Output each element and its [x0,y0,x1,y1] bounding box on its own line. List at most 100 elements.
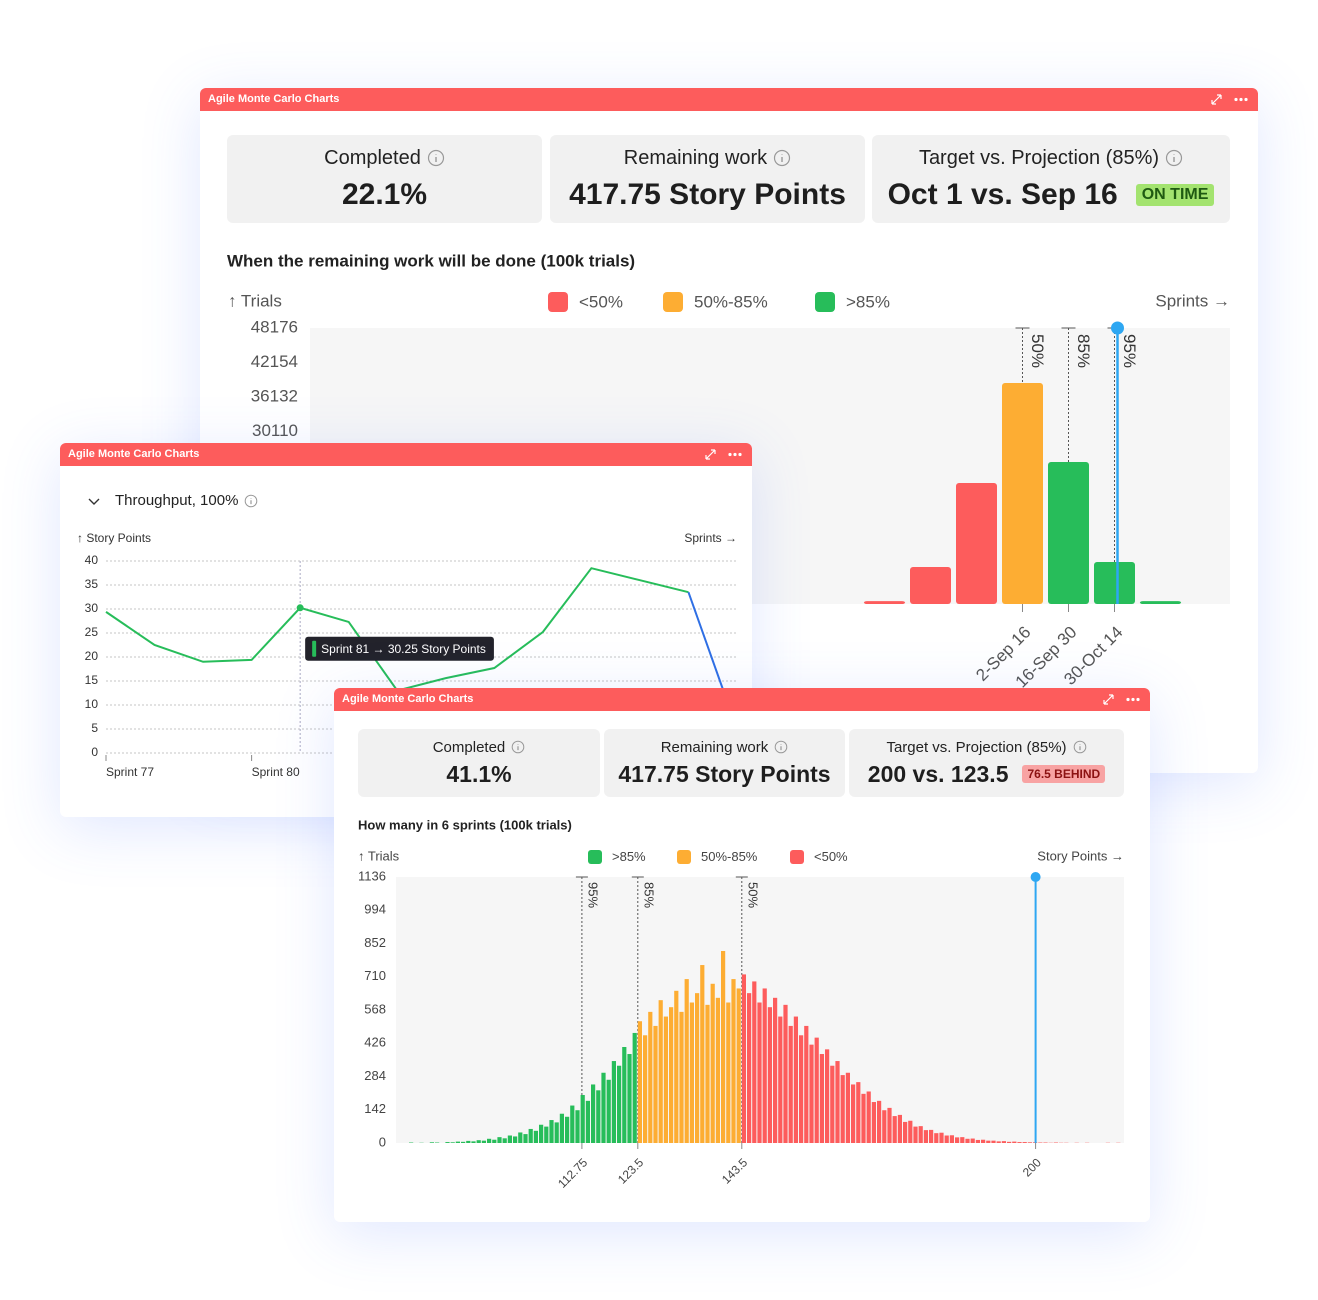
histogram-bar [643,1035,648,1143]
y-tick-label: 568 [364,1001,386,1016]
histogram-bar [949,1135,954,1143]
info-icon[interactable] [511,740,525,754]
histogram-bar [882,1110,887,1143]
section-header[interactable]: Throughput, 100% [87,492,258,509]
histogram-bar [658,1000,663,1143]
legend-label: 50%-85% [694,292,768,311]
histogram-bar [788,1025,793,1143]
histogram-bar [455,1141,460,1143]
bar [1002,382,1043,604]
histogram-bar [726,1002,731,1143]
histogram-bar [575,1110,580,1143]
y-tick-label: 48176 [251,317,298,336]
histogram-bar [570,1105,575,1143]
bar [864,601,905,604]
legend-swatch [663,292,683,312]
histogram-bar [861,1093,866,1143]
histogram-bar [955,1137,960,1143]
window-icons[interactable] [1102,693,1142,706]
legend-swatch [815,292,835,312]
histogram-bar [549,1120,554,1143]
histogram-bar [471,1141,476,1143]
legend-label: <50% [579,292,623,311]
histogram-bar [513,1136,518,1143]
kpi-label: Remaining work [660,738,769,756]
x-axis-label: Sprints → [1155,291,1230,310]
histogram-bar [799,1035,804,1143]
x-axis-label: Story Points → [1037,848,1124,863]
histogram-bar [845,1072,850,1143]
histogram-bar [877,1100,882,1143]
histogram-bar [429,1142,434,1143]
histogram-bar [481,1140,486,1143]
y-tick-label: 15 [85,673,99,687]
kpi-label: Completed [324,146,421,169]
histogram-bar [830,1065,835,1143]
window-icons[interactable] [1210,93,1250,106]
percentile-label: 95% [585,882,600,908]
section-title: Throughput, 100% [115,492,239,509]
info-icon[interactable] [774,740,788,754]
legend-swatch [790,850,804,864]
histogram-bar [689,1002,694,1143]
histogram-bar [528,1128,533,1143]
y-tick-label: 1136 [358,868,386,883]
histogram-bar [762,988,767,1143]
histogram-bar [944,1135,949,1143]
title-bar: Agile Monte Carlo Charts [200,88,1258,111]
title-bar: Agile Monte Carlo Charts [334,688,1150,711]
window-title: Agile Monte Carlo Charts [342,693,474,705]
chevron-icon[interactable] [87,496,101,506]
histogram-bar [700,965,705,1143]
y-tick-label: 20 [85,649,99,663]
histogram-bar [731,979,736,1143]
info-icon[interactable] [1073,740,1087,754]
histogram-bar [559,1113,564,1143]
histogram-bar [903,1121,908,1143]
histogram-bar [851,1084,856,1143]
histogram-bar [923,1130,928,1143]
histogram-bar [918,1126,923,1143]
kpi-card: Remaining work 417.75 Story Points [550,135,865,223]
tooltip-text: Sprint 81 → 30.25 Story Points [321,642,486,656]
histogram-bar [450,1142,455,1143]
y-tick-label: 40 [85,553,99,567]
histogram-bar [632,1032,637,1143]
x-tick-label: 123.5 [615,1155,646,1186]
info-icon[interactable] [773,149,791,167]
kpi-value: Oct 1 vs. Sep 16 [887,177,1118,211]
histogram-bar [695,993,700,1143]
y-axis-label: ↑ Trials [228,291,282,310]
kpi-label: Completed [432,738,506,756]
bar [1048,462,1089,604]
histogram-bar [617,1065,622,1143]
histogram-bar [679,1011,684,1143]
kpi-value: 417.75 Story Points [569,177,846,211]
histogram-bar [819,1054,824,1143]
info-icon[interactable] [427,149,445,167]
x-tick-label: 200 [1020,1155,1044,1179]
kpi-card: Target vs. Projection (85%) 200 vs. 123.… [849,729,1124,797]
chart-title: When the remaining work will be done (10… [227,251,635,270]
info-icon[interactable] [244,494,258,508]
histogram-bar [856,1082,861,1143]
window-icons[interactable] [704,448,744,461]
histogram-bar [778,1016,783,1143]
histogram-bar [934,1133,939,1143]
histogram-bar [507,1135,512,1143]
percentile-label: 85% [1074,334,1093,368]
histogram-bar [1022,1142,1027,1143]
histogram-bar [825,1049,830,1143]
info-icon[interactable] [1165,149,1183,167]
histogram-bar [1017,1142,1022,1143]
kpi-value: 200 vs. 123.5 [867,760,1009,787]
percentile-label: 95% [1120,334,1139,368]
y-tick-label: 5 [91,721,98,735]
histogram-bar [897,1114,902,1143]
histogram-bar [981,1139,986,1143]
histogram-bar [580,1094,585,1143]
histogram-bar [793,1016,798,1143]
histogram-bar [840,1075,845,1143]
legend-swatch [548,292,568,312]
